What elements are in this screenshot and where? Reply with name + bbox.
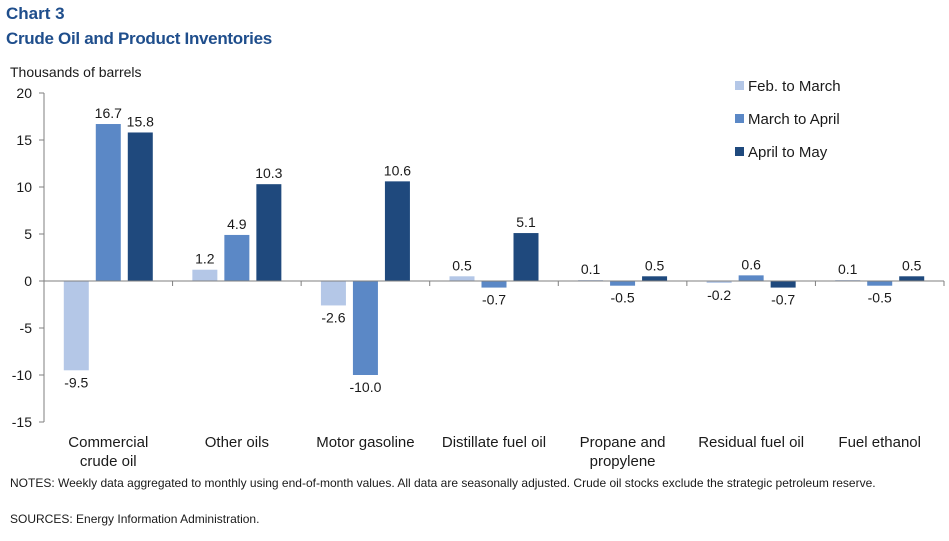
data-label: -0.7 — [771, 292, 795, 308]
bar — [63, 281, 89, 371]
bar — [256, 184, 282, 281]
bar — [738, 275, 764, 281]
bar — [481, 281, 507, 288]
x-tick-label: Residual fuel oil — [698, 434, 804, 451]
legend-swatch — [735, 147, 744, 156]
data-label: 0.1 — [838, 261, 858, 277]
legend-swatch — [735, 114, 744, 123]
bar — [642, 276, 668, 281]
data-label: 4.9 — [227, 216, 247, 232]
y-tick-label: 5 — [24, 226, 32, 242]
bar — [384, 181, 410, 281]
data-label: 15.8 — [127, 113, 154, 129]
data-label: -10.0 — [349, 379, 381, 395]
y-tick-label: 20 — [16, 85, 32, 101]
y-tick-label: 0 — [24, 273, 32, 289]
bar — [127, 132, 153, 281]
legend-entry: Feb. to March — [748, 78, 841, 95]
data-label: 5.1 — [516, 214, 536, 230]
x-tick-label: Fuel ethanol — [838, 434, 921, 451]
x-tick-label: Motor gasoline — [316, 434, 414, 451]
data-label: 0.5 — [452, 257, 472, 273]
y-tick-label: 10 — [16, 179, 32, 195]
y-tick-label: -5 — [20, 320, 33, 336]
bar — [513, 233, 539, 281]
bar — [320, 281, 346, 306]
bar — [192, 269, 218, 281]
bar — [95, 124, 121, 282]
legend-swatch — [735, 81, 744, 90]
data-label: 16.7 — [95, 105, 122, 121]
data-label: 0.6 — [741, 256, 761, 272]
bar — [770, 281, 796, 288]
data-label: 10.3 — [255, 165, 282, 181]
bar — [899, 276, 925, 281]
x-tick-label: Commercial crude oil — [68, 434, 148, 470]
x-tick-label: Distillate fuel oil — [442, 434, 546, 451]
bar — [224, 234, 250, 281]
x-tick-label: Other oils — [205, 434, 269, 451]
bar — [352, 281, 378, 375]
sources-text: SOURCES: Energy Information Administrati… — [10, 512, 260, 526]
data-label: 0.5 — [645, 257, 665, 273]
bar-chart: Thousands of barrels -15 -10 -5 0 5 10 15 20 -9.5… — [10, 64, 945, 470]
chart-title: Crude Oil and Product Inventories — [6, 29, 272, 48]
data-label: 0.1 — [581, 261, 601, 277]
bar — [706, 281, 732, 283]
data-label: 0.5 — [902, 257, 922, 273]
data-label: -0.5 — [868, 290, 892, 306]
chart-label: Chart 3 — [6, 4, 65, 23]
data-label: -0.7 — [482, 292, 506, 308]
data-label: 10.6 — [384, 162, 411, 178]
notes-text: NOTES: Weekly data aggregated to monthly… — [10, 476, 876, 490]
y-axis-label: Thousands of barrels — [10, 64, 142, 80]
bar — [449, 276, 475, 281]
data-label: 1.2 — [195, 251, 215, 267]
legend-entry: April to May — [748, 144, 828, 161]
data-label: -2.6 — [321, 309, 345, 325]
y-tick-label: 15 — [16, 132, 32, 148]
y-tick-label: -15 — [12, 414, 32, 430]
bar — [610, 281, 636, 286]
legend-entry: March to April — [748, 111, 840, 128]
y-tick-label: -10 — [12, 367, 32, 383]
data-label: -0.5 — [611, 290, 635, 306]
data-label: -0.2 — [707, 287, 731, 303]
bar — [867, 281, 893, 286]
data-label: -9.5 — [64, 374, 88, 390]
x-tick-label: Propane and propylene — [580, 434, 666, 470]
